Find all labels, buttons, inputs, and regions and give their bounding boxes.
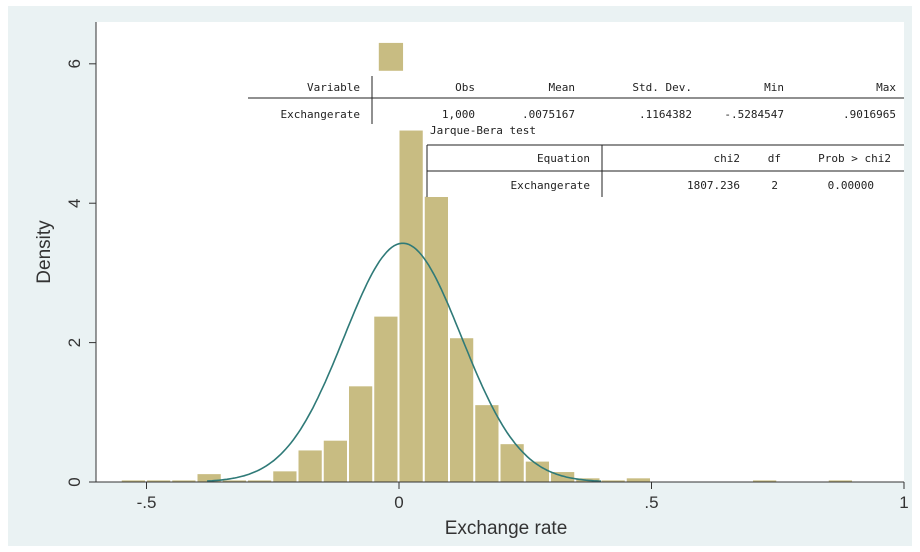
jb-header-df: df [768,152,781,165]
x-tick-label-2: .5 [644,493,658,512]
histogram-bar-20 [625,477,651,483]
summary-table: Variable Obs Mean Std. Dev. Min Max Exch… [248,76,904,124]
summary-header-mean: Mean [549,81,576,94]
y-ticks-group: 0 2 4 6 [65,59,96,487]
normal-density-curve [207,242,602,482]
histogram-bar-9 [348,385,374,483]
jb-title-backdrop [426,124,566,138]
x-axis-title: Exchange rate [445,518,568,539]
jb-header-equation: Equation [537,152,590,165]
chart-frame: -.5 0 .5 1 0 2 4 6 Exchange rate Density Varia… [8,6,912,546]
summary-cell-max: .9016965 [843,108,896,121]
jb-header-prob: Prob > chi2 [818,152,891,165]
summary-cell-std-dev: .1164382 [639,108,692,121]
jb-test-title: Jarque-Bera test [430,124,536,137]
y-tick-label-2: 4 [65,198,84,207]
histogram-bar-top-fragment [378,42,404,71]
x-ticks-group: -.5 0 .5 1 [137,482,909,512]
jb-header-chi2: chi2 [714,152,741,165]
histogram-bar-10 [373,315,399,483]
histogram-bar-7 [297,449,323,483]
x-tick-label-3: 1 [899,493,908,512]
y-tick-label-1: 2 [65,338,84,347]
summary-header-min: Min [764,81,784,94]
jb-cell-chi2: 1807.236 [687,179,740,192]
x-tick-label-0: -.5 [137,493,157,512]
y-tick-label-3: 6 [65,59,84,68]
bars-group [120,42,853,483]
jb-cell-equation: Exchangerate [511,179,590,192]
plot-area [96,22,904,482]
summary-header-obs: Obs [455,81,475,94]
histogram-bar-6 [272,470,298,483]
histogram-bar-14 [474,404,500,483]
y-axis-title: Density [34,220,55,284]
histogram-chart: -.5 0 .5 1 0 2 4 6 Exchange rate Density Varia… [34,22,909,539]
summary-header-variable: Variable [307,81,360,94]
summary-cell-mean: .0075167 [522,108,575,121]
summary-header-max: Max [876,81,896,94]
jb-table: Equation chi2 df Prob > chi2 Exchangerat… [426,144,904,197]
jb-cell-df: 2 [771,179,778,192]
histogram-bar-8 [322,439,348,483]
y-tick-label-0: 0 [65,477,84,486]
summary-header-std-dev: Std. Dev. [632,81,692,94]
x-tick-label-1: 0 [394,493,403,512]
histogram-bar-12 [423,195,449,483]
jb-cell-prob: 0.00000 [828,179,874,192]
summary-cell-min: -.5284547 [724,108,784,121]
histogram-bar-11 [398,129,424,483]
summary-cell-variable: Exchangerate [281,108,360,121]
summary-cell-obs: 1,000 [442,108,475,121]
